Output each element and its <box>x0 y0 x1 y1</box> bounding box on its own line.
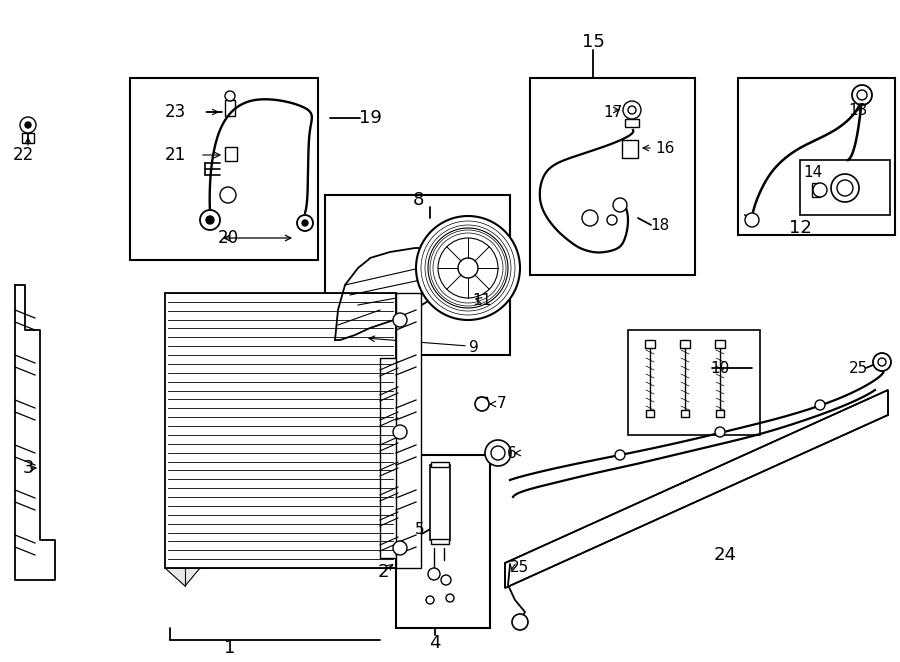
Circle shape <box>831 174 859 202</box>
Polygon shape <box>505 390 888 588</box>
Circle shape <box>878 358 886 366</box>
Circle shape <box>428 228 508 308</box>
Circle shape <box>512 614 528 630</box>
Text: 9: 9 <box>469 340 479 354</box>
Circle shape <box>206 216 214 224</box>
Circle shape <box>485 440 511 466</box>
Bar <box>622 140 638 158</box>
Text: 14: 14 <box>803 164 823 179</box>
Circle shape <box>458 258 478 278</box>
Circle shape <box>873 353 891 371</box>
Text: 2: 2 <box>377 563 389 581</box>
Circle shape <box>837 180 853 196</box>
Circle shape <box>416 216 520 320</box>
Circle shape <box>615 450 625 460</box>
Polygon shape <box>165 293 416 586</box>
Text: 13: 13 <box>849 103 868 117</box>
Bar <box>715 340 725 348</box>
Text: 24: 24 <box>714 546 736 564</box>
Circle shape <box>393 425 407 439</box>
Text: 16: 16 <box>655 140 674 156</box>
Circle shape <box>857 90 867 100</box>
Circle shape <box>475 397 489 411</box>
Bar <box>325 195 510 355</box>
Circle shape <box>628 106 636 114</box>
Text: 10: 10 <box>710 361 730 375</box>
Text: 12: 12 <box>788 219 812 237</box>
Circle shape <box>438 238 498 298</box>
Bar <box>396 455 490 628</box>
Circle shape <box>297 215 313 231</box>
Text: 25: 25 <box>510 561 529 575</box>
Polygon shape <box>165 293 396 568</box>
Polygon shape <box>335 248 455 340</box>
Text: 5: 5 <box>415 522 425 538</box>
Circle shape <box>745 213 759 227</box>
Bar <box>225 100 235 116</box>
Circle shape <box>491 446 505 460</box>
Circle shape <box>20 117 36 133</box>
Text: 18: 18 <box>651 218 670 232</box>
Text: 1: 1 <box>224 639 236 657</box>
Circle shape <box>446 594 454 602</box>
Bar <box>130 78 318 260</box>
Bar <box>396 293 421 568</box>
Circle shape <box>623 101 641 119</box>
Circle shape <box>225 91 235 101</box>
Bar <box>380 358 402 558</box>
Text: 7: 7 <box>497 397 507 412</box>
Bar <box>646 410 654 417</box>
Circle shape <box>607 215 617 225</box>
Bar <box>22 133 34 143</box>
Circle shape <box>441 575 451 585</box>
Bar <box>681 410 689 417</box>
Bar <box>738 78 895 235</box>
Circle shape <box>302 220 308 226</box>
Bar <box>225 147 237 161</box>
Text: 3: 3 <box>22 459 34 477</box>
Text: 20: 20 <box>218 229 238 247</box>
Text: 8: 8 <box>412 191 424 209</box>
Text: 19: 19 <box>358 109 382 127</box>
Circle shape <box>813 183 827 197</box>
Circle shape <box>393 313 407 327</box>
Bar <box>430 465 450 540</box>
Bar <box>800 160 890 215</box>
Text: 22: 22 <box>13 146 33 164</box>
Circle shape <box>715 427 725 437</box>
Circle shape <box>852 85 872 105</box>
Text: 6: 6 <box>507 446 517 461</box>
Bar <box>477 397 487 403</box>
Circle shape <box>428 568 440 580</box>
Bar <box>431 462 449 467</box>
Circle shape <box>613 198 627 212</box>
Bar <box>431 539 449 544</box>
Circle shape <box>220 187 236 203</box>
Circle shape <box>200 210 220 230</box>
Circle shape <box>426 596 434 604</box>
Circle shape <box>393 541 407 555</box>
Bar <box>812 183 820 197</box>
Text: 4: 4 <box>429 634 441 652</box>
Bar <box>625 119 639 127</box>
Bar <box>645 340 655 348</box>
Bar <box>680 340 690 348</box>
Text: 15: 15 <box>581 33 605 51</box>
Circle shape <box>582 210 598 226</box>
Text: 25: 25 <box>849 361 868 375</box>
Text: 17: 17 <box>604 105 623 120</box>
Bar <box>628 330 760 435</box>
Circle shape <box>25 122 31 128</box>
Bar <box>716 410 724 417</box>
Polygon shape <box>15 285 55 580</box>
Circle shape <box>815 400 825 410</box>
Text: 11: 11 <box>472 293 491 308</box>
Text: 23: 23 <box>165 103 185 121</box>
Bar <box>530 78 695 275</box>
Text: 21: 21 <box>165 146 185 164</box>
